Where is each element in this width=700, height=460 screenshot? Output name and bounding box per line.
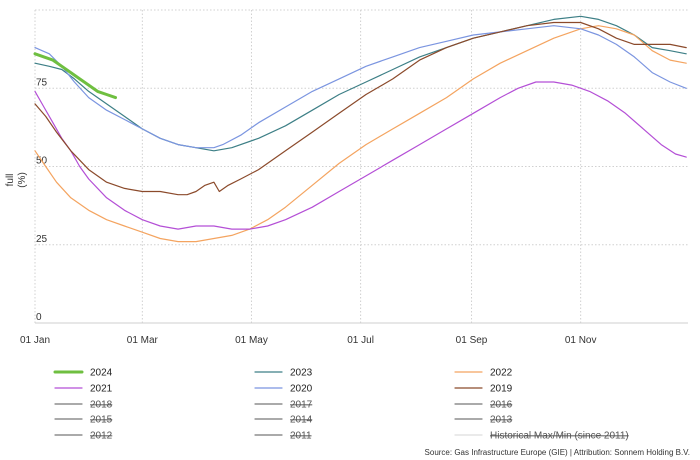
legend-label: 2016 xyxy=(490,400,513,411)
legend-item[interactable]: Historical Max/Min (since 2011) xyxy=(454,431,629,442)
x-tick-label: 01 Jul xyxy=(347,335,374,346)
legend-label: 2021 xyxy=(90,384,113,395)
legend-label: Historical Max/Min (since 2011) xyxy=(490,431,629,442)
x-tick-labels: 01 Jan 01 Mar 01 May 01 Jul 01 Sep 01 Nov xyxy=(20,335,597,346)
series-line-2024 xyxy=(33,52,117,100)
legend-item[interactable]: 2021 xyxy=(54,384,113,395)
legend-label: 2022 xyxy=(490,368,513,379)
series-line-2021 xyxy=(34,81,687,230)
legend-item[interactable]: 2012 xyxy=(54,431,113,442)
y-tick-label: 25 xyxy=(36,234,48,245)
x-tick-label: 01 Mar xyxy=(127,335,159,346)
legend-label: 2014 xyxy=(290,415,313,426)
legend-item[interactable]: 2020 xyxy=(254,384,313,395)
legend-label: 2012 xyxy=(90,431,113,442)
x-tick-label: 01 May xyxy=(235,335,268,346)
legend-label: 2019 xyxy=(490,384,513,395)
legend-item[interactable]: 2022 xyxy=(454,368,513,379)
y-axis-title-line1: full xyxy=(5,174,16,187)
legend-item[interactable]: 2024 xyxy=(53,368,113,379)
legend-item[interactable]: 2018 xyxy=(54,400,113,411)
legend-label: 2024 xyxy=(90,368,113,379)
legend-label: 2011 xyxy=(290,431,312,442)
legend-label: 2013 xyxy=(490,415,513,426)
series-line-2020 xyxy=(34,25,687,149)
y-tick-label: 0 xyxy=(36,312,42,323)
legend-item[interactable]: 2015 xyxy=(54,415,113,426)
legend-item[interactable]: 2011 xyxy=(254,431,312,442)
legend-label: 2017 xyxy=(290,400,313,411)
legend-item[interactable]: 2019 xyxy=(454,384,513,395)
series-line-2023 xyxy=(34,15,687,152)
series-lines xyxy=(33,15,687,243)
y-axis-title: full (%) xyxy=(5,172,28,188)
legend: 2024 2023 2022 2021 2020 2019 2018 2017 2016 2015… xyxy=(53,368,629,442)
grid-lines xyxy=(34,9,688,324)
legend-item[interactable]: 2013 xyxy=(454,415,513,426)
x-tick-label: 01 Nov xyxy=(565,335,597,346)
legend-item[interactable]: 2014 xyxy=(254,415,313,426)
x-tick-label: 01 Sep xyxy=(456,335,488,346)
x-tick-label: 01 Jan xyxy=(20,335,50,346)
legend-item[interactable]: 2016 xyxy=(454,400,513,411)
legend-item[interactable]: 2017 xyxy=(254,400,313,411)
legend-label: 2018 xyxy=(90,400,113,411)
y-axis-title-line2: (%) xyxy=(17,172,28,188)
legend-item[interactable]: 2023 xyxy=(254,368,313,379)
legend-label: 2023 xyxy=(290,368,313,379)
source-attribution: Source: Gas Infrastructure Europe (GIE) … xyxy=(425,448,690,457)
y-tick-label: 75 xyxy=(36,77,48,88)
legend-label: 2015 xyxy=(90,415,113,426)
legend-label: 2020 xyxy=(290,384,313,395)
series-line-2019 xyxy=(34,21,687,196)
